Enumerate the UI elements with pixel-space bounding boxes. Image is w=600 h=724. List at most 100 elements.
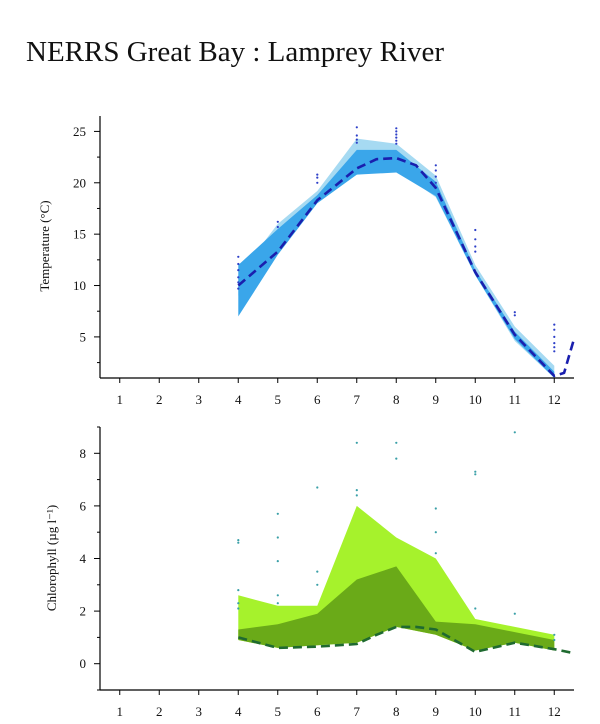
temperature-data-point (237, 281, 240, 284)
temperature-x-tick-label: 7 (354, 392, 361, 407)
chlorophyll-x-tick-label: 9 (433, 704, 440, 719)
temperature-data-point (553, 328, 556, 331)
temperature-data-point (276, 220, 279, 223)
temperature-data-point (237, 255, 240, 258)
chlorophyll-data-point (276, 560, 279, 563)
chlorophyll-data-point (553, 633, 556, 636)
temperature-data-point (276, 225, 279, 229)
temperature-y-axis-label: Temperature (°C) (37, 200, 52, 291)
chlorophyll-data-point (316, 486, 319, 489)
chlorophyll-x-tick-label: 1 (117, 704, 124, 719)
temperature-data-point (355, 126, 358, 129)
chlorophyll-y-tick-label: 8 (80, 446, 87, 461)
chlorophyll-data-point (395, 457, 398, 460)
temperature-data-point (553, 323, 556, 326)
temperature-inner-band (238, 149, 555, 378)
chlorophyll-x-tick-label: 4 (235, 704, 242, 719)
temperature-data-point (395, 127, 398, 130)
chlorophyll-data-point (276, 594, 279, 597)
temperature-data-point (395, 142, 398, 145)
temperature-y-tick-label: 10 (73, 278, 86, 293)
temperature-x-tick-label: 2 (156, 392, 163, 407)
temperature-data-point (395, 133, 398, 136)
temperature-data-point (237, 276, 240, 279)
temperature-chart: Temperature (°C) 1 2 3 4 5 6 7 8 9 10 11 1251015202… (37, 116, 576, 407)
chlorophyll-x-tick-label: 2 (156, 704, 163, 719)
temperature-data-point (553, 335, 556, 338)
temperature-data-point (355, 138, 358, 141)
chlorophyll-x-tick-label: 12 (548, 704, 561, 719)
chlorophyll-x-tick-label: 6 (314, 704, 321, 719)
temperature-data-point (553, 350, 556, 353)
chlorophyll-x-tick-label: 10 (469, 704, 482, 719)
temperature-y-tick-label: 20 (73, 175, 86, 190)
chlorophyll-y-tick-label: 6 (80, 498, 87, 513)
temperature-data-point (434, 175, 437, 178)
chlorophyll-data-point (316, 570, 319, 573)
temperature-x-tick-label: 5 (275, 392, 282, 407)
chlorophyll-data-point (237, 589, 240, 592)
temperature-data-point (395, 139, 398, 142)
temperature-x-tick-label: 1 (117, 392, 124, 407)
chlorophyll-data-point (237, 607, 240, 610)
chlorophyll-data-point (237, 541, 240, 544)
temperature-data-point (553, 342, 556, 345)
temperature-data-point (513, 311, 516, 314)
chlorophyll-data-point (355, 489, 358, 492)
chlorophyll-data-point (474, 607, 477, 610)
chlorophyll-data-point (237, 602, 240, 605)
chlorophyll-y-tick-label: 0 (80, 656, 87, 671)
temperature-data-point (316, 176, 319, 179)
chlorophyll-data-point (395, 441, 398, 444)
chlorophyll-data-point (513, 431, 516, 434)
temperature-data-point (237, 262, 240, 266)
temperature-y-tick-label: 5 (80, 329, 87, 344)
chlorophyll-data-point (276, 602, 279, 605)
temperature-data-point (474, 238, 477, 241)
chlorophyll-y-axis-label: Chlorophyll (µg l⁻¹) (44, 505, 59, 611)
chlorophyll-data-point (434, 552, 437, 555)
page-title: NERRS Great Bay : Lamprey River (26, 36, 444, 68)
temperature-y-tick-label: 25 (73, 124, 86, 139)
chlorophyll-x-tick-label: 11 (508, 704, 521, 719)
chlorophyll-data-point (276, 512, 279, 515)
temperature-data-point (434, 164, 437, 167)
temperature-data-point (434, 169, 437, 172)
chlorophyll-data-point (434, 531, 437, 534)
temperature-data-point (474, 245, 477, 248)
chlorophyll-median-line (237, 625, 575, 655)
chlorophyll-data-point (474, 473, 477, 476)
temperature-data-point (474, 250, 477, 253)
temperature-data-point (316, 173, 319, 176)
chlorophyll-x-tick-label: 8 (393, 704, 400, 719)
chlorophyll-data-point (355, 441, 358, 444)
temperature-data-point (237, 269, 240, 272)
temperature-x-tick-label: 8 (393, 392, 400, 407)
temperature-x-tick-label: 11 (508, 392, 521, 407)
temperature-x-tick-label: 12 (548, 392, 561, 407)
chlorophyll-y-tick-label: 2 (80, 604, 87, 619)
temperature-data-point (513, 314, 516, 317)
chlorophyll-data-point (355, 494, 358, 497)
temperature-data-point (434, 181, 437, 184)
chlorophyll-x-tick-label: 5 (275, 704, 282, 719)
chlorophyll-data-point (237, 539, 240, 542)
temperature-x-tick-label: 9 (433, 392, 440, 407)
chlorophyll-data-point (553, 638, 556, 642)
temperature-data-point (355, 134, 358, 137)
chlorophyll-data-point (434, 507, 437, 510)
temperature-outer-band (238, 138, 555, 378)
chlorophyll-x-tick-label: 7 (354, 704, 361, 719)
chlorophyll-y-tick-label: 4 (80, 551, 87, 566)
temperature-data-point (395, 130, 398, 133)
temperature-data-point (474, 228, 477, 232)
chlorophyll-data-point (276, 536, 279, 539)
temperature-y-tick-label: 15 (73, 227, 86, 242)
temperature-data-point (395, 136, 398, 139)
temperature-data-point (237, 287, 240, 290)
chlorophyll-data-point (513, 612, 516, 615)
chlorophyll-x-tick-label: 3 (196, 704, 203, 719)
chlorophyll-data-point (474, 470, 477, 473)
temperature-x-tick-label: 4 (235, 392, 242, 407)
